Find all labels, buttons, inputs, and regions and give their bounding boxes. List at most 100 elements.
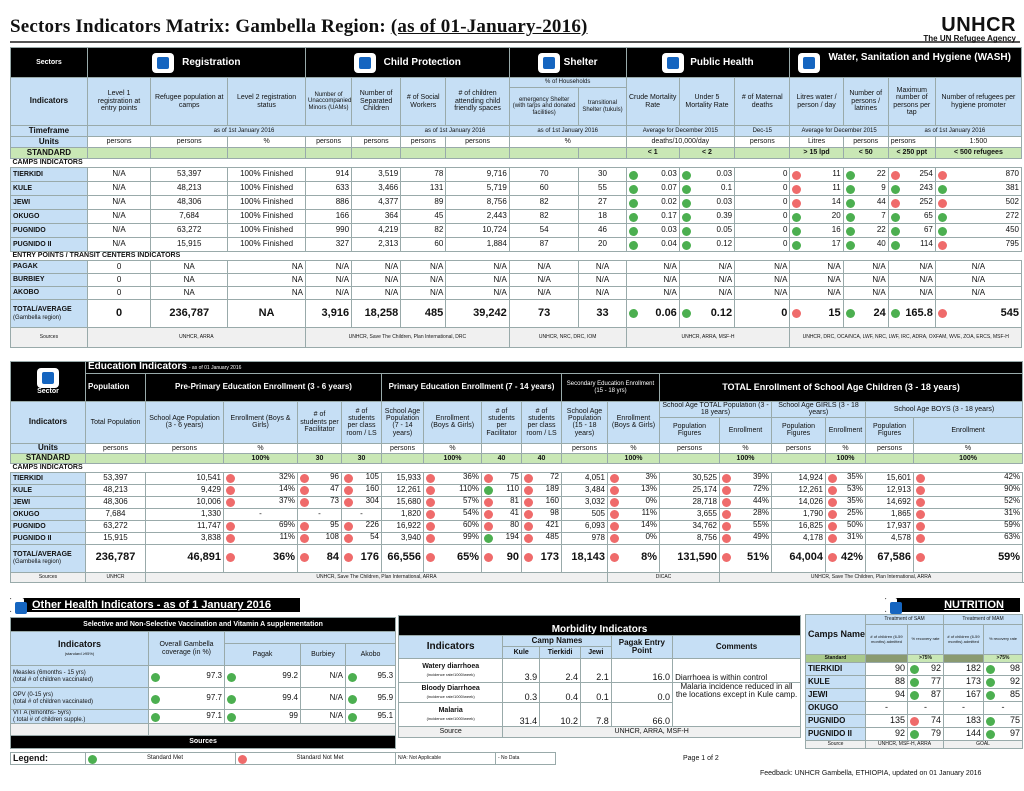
standard-met-icon bbox=[986, 730, 996, 739]
standard-not-met-icon bbox=[226, 486, 235, 496]
standard-met-icon bbox=[484, 534, 493, 544]
standard-not-met-icon bbox=[828, 553, 837, 563]
camp-row: TIERKIDI N/A 53,397 100% Finished 914 3,519 78… bbox=[10, 167, 1023, 182]
public-health-icon bbox=[662, 52, 685, 73]
standard-met-icon bbox=[628, 240, 638, 250]
standard-met-icon bbox=[681, 212, 691, 222]
standard-not-met-icon bbox=[792, 198, 802, 208]
camp-name: PUGNIDO II bbox=[10, 237, 88, 252]
standard-not-met-icon bbox=[226, 553, 235, 563]
entry-point-row: AKOBO 0 NA NA N/A N/A N/A N/A N/A N/A N/A N/A N/A N/A… bbox=[10, 286, 1023, 300]
nutrition-row: JEWI 94 87 167 85 bbox=[805, 688, 1024, 702]
standard-not-met-icon bbox=[484, 474, 493, 484]
standard-not-met-icon bbox=[828, 534, 837, 544]
standard-met-icon bbox=[937, 212, 947, 222]
standard-not-met-icon bbox=[610, 498, 619, 508]
entry-point-row: PAGAK 0 NA NA N/A N/A N/A N/A N/A N/A N/A N/A N/A N/A… bbox=[10, 260, 1023, 274]
standard-met-icon bbox=[986, 691, 996, 700]
standard-not-met-icon bbox=[916, 498, 925, 508]
nutrition-row: PUGNIDO II 92 79 144 97 bbox=[805, 727, 1024, 741]
standard-met-icon bbox=[845, 226, 855, 236]
diarrhoea-comment: Diarrhoea is within control bbox=[672, 658, 801, 683]
standard-met-icon bbox=[792, 240, 802, 250]
standard-not-met-icon bbox=[792, 170, 802, 180]
standard-not-met-icon bbox=[524, 498, 533, 508]
registration-icon bbox=[152, 52, 175, 73]
standard-not-met-icon bbox=[300, 486, 309, 496]
standard-met-icon bbox=[986, 678, 996, 687]
standard-met-icon bbox=[628, 198, 638, 208]
camp-row: PUGNIDO II N/A 15,915 100% Finished 327 2,313… bbox=[10, 237, 1023, 252]
vaccination-row: OPV (0-15 yrs) (total # of children vacci… bbox=[10, 687, 397, 710]
standard-met-icon bbox=[681, 170, 691, 180]
standard-met-icon bbox=[227, 672, 236, 682]
standard-not-met-icon bbox=[722, 474, 731, 484]
standard-not-met-icon bbox=[916, 486, 925, 496]
vaccination-row: VIT A (6months- 5yrs)( total # of childr… bbox=[10, 709, 397, 724]
standard-met-icon bbox=[845, 308, 855, 318]
camp-row: TIERKIDI 53,397 10,541 32% 96 105 15,933 36% 75 7… bbox=[10, 471, 1024, 485]
standard-not-met-icon bbox=[828, 486, 837, 496]
camp-row: PUGNIDO 63,272 11,747 69% 95 226 16,922 60% 80 42… bbox=[10, 519, 1024, 533]
standard-met-icon bbox=[792, 226, 802, 236]
standard-not-met-icon bbox=[937, 198, 947, 208]
standard-not-met-icon bbox=[792, 308, 802, 318]
standard-not-met-icon bbox=[484, 553, 493, 563]
standard-not-met-icon bbox=[916, 510, 925, 520]
standard-not-met-icon bbox=[916, 474, 925, 484]
standard-not-met-icon bbox=[524, 534, 533, 544]
standard-not-met-icon bbox=[226, 534, 235, 544]
unhcr-logo: UNHCR The UN Refugee Agency bbox=[923, 14, 1016, 43]
standard-met-icon bbox=[890, 226, 900, 236]
standard-not-met-icon bbox=[524, 553, 533, 563]
camp-row: OKUGO 7,684 1,330- - -1,820 54% 41 98 505 11% 3,65… bbox=[10, 507, 1024, 521]
standard-not-met-icon bbox=[426, 534, 435, 544]
standard-not-met-icon bbox=[610, 474, 619, 484]
standard-met-icon bbox=[845, 212, 855, 222]
standard-not-met-icon bbox=[300, 522, 309, 532]
standard-not-met-icon bbox=[300, 534, 309, 544]
standard-met-icon bbox=[890, 308, 900, 318]
standard-not-met-icon bbox=[916, 553, 925, 563]
standard-met-icon bbox=[151, 672, 160, 682]
camp-row: KULE 48,213 9,429 14% 47 160 12,261 110% 110 189 3… bbox=[10, 483, 1024, 497]
legend: Legend: Standard Met Standard Not Met N/… bbox=[10, 752, 556, 765]
standard-met-icon bbox=[937, 184, 947, 194]
standard-met-icon bbox=[151, 694, 160, 704]
standard-not-met-icon bbox=[344, 553, 353, 563]
standard-not-met-icon bbox=[524, 486, 533, 496]
standard-met-icon bbox=[910, 665, 919, 674]
standard-not-met-icon bbox=[722, 510, 731, 520]
standard-not-met-icon bbox=[426, 498, 435, 508]
standard-not-met-icon bbox=[524, 474, 533, 484]
standard-not-met-icon bbox=[426, 553, 435, 563]
standard-not-met-icon bbox=[610, 553, 619, 563]
standard-met-icon bbox=[681, 226, 691, 236]
camp-name: JEWI bbox=[10, 195, 88, 210]
standard-met-icon bbox=[937, 226, 947, 236]
standard-met-icon bbox=[681, 240, 691, 250]
wash-icon bbox=[798, 52, 821, 73]
nutrition-row: KULE 88 77 173 92 bbox=[805, 675, 1024, 689]
entry-point-row: BURBIEY 0 NA NA N/A N/A N/A N/A N/A N/A N/A N/A N/A N… bbox=[10, 273, 1023, 287]
standard-met-icon bbox=[628, 226, 638, 236]
camp-name: KULE bbox=[10, 181, 88, 196]
feedback-note: Feedback: UNHCR Gambella, ETHIOPIA, upda… bbox=[760, 770, 982, 777]
standard-not-met-icon bbox=[610, 510, 619, 520]
units-row: Units persons persons% persons persons perso… bbox=[10, 136, 1023, 148]
standard-met-icon bbox=[227, 694, 236, 704]
standard-not-met-icon bbox=[344, 534, 353, 544]
standard-not-met-icon bbox=[828, 498, 837, 508]
standard-not-met-icon bbox=[226, 522, 235, 532]
standard-met-icon bbox=[348, 672, 357, 682]
nutrition-row: TIERKIDI 90 92 182 98 bbox=[805, 662, 1024, 676]
morbidity-row: Malaria (incidence rate/1000/week) 31.4 10.… bbox=[397, 702, 801, 727]
standard-not-met-icon bbox=[610, 534, 619, 544]
page-number: Page 1 of 2 bbox=[683, 755, 719, 762]
sources-row: Sources UNHCR UNHCR, Save The Children, Pl… bbox=[10, 571, 1024, 583]
standard-met-icon bbox=[628, 308, 638, 318]
standard-not-met-icon bbox=[722, 498, 731, 508]
standard-not-met-icon bbox=[484, 498, 493, 508]
standard-met-icon bbox=[681, 198, 691, 208]
standard-met-icon bbox=[910, 691, 919, 700]
